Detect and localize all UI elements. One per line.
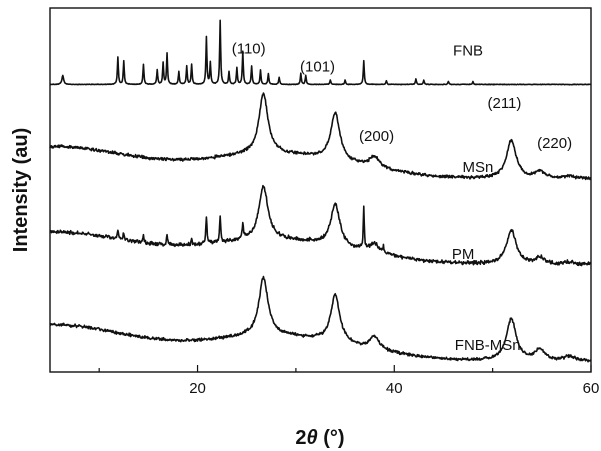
peak-label: (211) (487, 95, 521, 112)
x-axis-title-suffix: (°) (318, 427, 345, 449)
peak-label: (101) (300, 59, 335, 76)
peak-label: (200) (359, 128, 394, 145)
plot-frame (49, 7, 592, 373)
trace-fnb-msn (49, 275, 592, 363)
peak-annotations: (110) (101) (200) (211) (220) (232, 41, 572, 153)
x-axis-title-prefix: 2 (295, 427, 306, 449)
traces (49, 19, 592, 363)
x-tick-label: 60 (583, 380, 600, 397)
trace-fnb (49, 19, 592, 86)
x-tick-label: 20 (189, 380, 206, 397)
peak-label: (110) (232, 41, 266, 58)
series-labels: FNB MSn PM FNB-MSn (452, 42, 521, 354)
series-label-fnb-msn: FNB-MSn (455, 337, 521, 354)
trace-pm (49, 184, 592, 267)
y-axis-title: Intensity (au) (10, 128, 32, 252)
x-tick-label: 40 (386, 380, 403, 397)
x-axis-title: 2θ (°) (295, 427, 344, 449)
x-tick-labels: 20 40 60 (189, 380, 599, 397)
series-label-msn: MSn (462, 159, 493, 176)
trace-msn (49, 92, 592, 181)
series-label-fnb: FNB (453, 42, 483, 59)
x-ticks (98, 365, 592, 372)
series-label-pm: PM (452, 246, 475, 263)
x-axis-title-symbol: θ (307, 427, 318, 449)
peak-label: (220) (537, 135, 572, 152)
